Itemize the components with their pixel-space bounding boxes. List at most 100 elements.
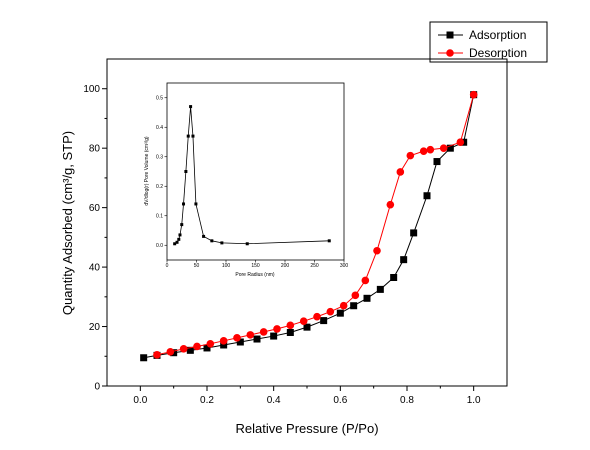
main-point-desorption (153, 350, 161, 359)
main-point-desorption (326, 307, 335, 316)
legend: Adsorption Desorption (429, 21, 548, 63)
legend-marker-adsorption (446, 31, 454, 39)
inset-y-tick-label: 0.3 (156, 155, 163, 161)
legend-label-desorption: Desorption (469, 46, 527, 60)
inset-x-tick-label: 100 (222, 263, 231, 269)
inset-y-axis-label: dV/dlog(r) Pore Volume (cm³/g) (144, 136, 150, 206)
inset-point-pore-volume (191, 134, 195, 138)
main-point-desorption (273, 325, 281, 333)
inset-point-pore-volume (327, 239, 331, 243)
main-point-adsorption (400, 256, 408, 264)
main-point-adsorption (363, 294, 371, 302)
main-point-adsorption (203, 344, 211, 352)
inset-point-pore-volume (202, 234, 206, 238)
main-point-desorption (469, 90, 478, 99)
inset-point-pore-volume (177, 237, 181, 241)
main-point-desorption (396, 168, 405, 176)
main-point-desorption (313, 312, 321, 321)
main-x-tick-label: 0.6 (333, 395, 347, 406)
main-point-desorption (166, 348, 175, 356)
main-point-desorption (386, 200, 395, 209)
main-point-desorption (439, 144, 448, 152)
main-point-adsorption (140, 354, 148, 362)
main-x-axis-label: Relative Pressure (P/Po) (235, 421, 378, 436)
main-y-tick-label: 0 (94, 382, 100, 393)
main-x-tick-label: 1.0 (467, 395, 481, 406)
legend-marker-desorption (446, 49, 454, 57)
main-y-tick-label: 80 (89, 144, 101, 155)
inset-point-pore-volume (220, 241, 224, 245)
inset-ticks: 0 50 100 150 200 250 300 0.0 0.1 0.2 0.3 0.4 0.5 (156, 96, 348, 269)
main-point-adsorption (186, 346, 194, 354)
inset-axes (166, 82, 345, 261)
inset-point-pore-volume (173, 242, 177, 246)
main-point-adsorption (410, 229, 418, 237)
main-point-desorption (406, 151, 415, 160)
main-y-tick-label: 40 (89, 263, 101, 274)
main-point-desorption (259, 328, 268, 336)
inset-y-tick-label: 0.1 (156, 214, 163, 220)
inset-x-tick-label: 0 (166, 263, 169, 269)
main-point-desorption (179, 345, 188, 353)
main-x-tick-label: 0.2 (200, 395, 214, 406)
main-point-desorption (351, 291, 360, 300)
main-series (140, 90, 478, 362)
main-point-adsorption (390, 273, 398, 281)
inset-point-pore-volume (182, 202, 186, 206)
main-point-adsorption (253, 335, 261, 343)
inset-point-pore-volume (186, 134, 190, 138)
inset-point-pore-volume (245, 242, 249, 246)
inset-x-axis-label: Pore Radius (nm) (235, 272, 275, 278)
main-point-adsorption (220, 341, 228, 349)
main-point-adsorption (320, 317, 328, 325)
main-point-desorption (206, 339, 215, 348)
main-point-adsorption (423, 192, 431, 200)
inset-point-pore-volume (194, 202, 198, 206)
main-y-tick-label: 20 (89, 322, 101, 333)
inset-point-pore-volume (189, 105, 193, 109)
main-y-axis-label: Quantity Adsorbed (cm³/g, STP) (60, 131, 75, 315)
main-point-adsorption (446, 144, 454, 152)
inset-x-tick-label: 250 (310, 263, 319, 269)
legend-label-adsorption: Adsorption (469, 28, 526, 42)
inset-point-pore-volume (178, 233, 182, 237)
inset-y-tick-label: 0.4 (156, 125, 163, 131)
inset-point-pore-volume (180, 223, 184, 227)
main-point-adsorption (433, 158, 441, 166)
main-point-desorption (193, 342, 201, 351)
main-y-tick-label: 60 (89, 203, 101, 214)
inset-x-tick-label: 50 (194, 263, 200, 269)
main-x-tick-label: 0.8 (400, 395, 414, 406)
inset-x-tick-label: 150 (251, 263, 260, 269)
main-point-desorption (246, 331, 255, 339)
main-point-adsorption (336, 309, 344, 317)
inset-y-tick-label: 0.5 (156, 96, 163, 102)
main-x-tick-label: 0.4 (267, 395, 281, 406)
inset-y-tick-label: 0.0 (156, 243, 163, 249)
main-point-desorption (299, 317, 308, 325)
main-point-desorption (419, 147, 428, 155)
inset-point-pore-volume (175, 240, 179, 244)
main-x-tick-label: 0.0 (133, 395, 147, 406)
main-point-desorption (339, 301, 348, 310)
inset-x-tick-label: 200 (281, 263, 290, 269)
inset-point-pore-volume (210, 239, 214, 243)
main-point-desorption (373, 246, 381, 255)
main-point-adsorption (376, 285, 384, 293)
inset-plot-frame (166, 82, 345, 261)
main-point-desorption (219, 337, 228, 345)
main-point-desorption (286, 321, 295, 330)
main-y-tick-label: 100 (83, 84, 100, 95)
main-point-adsorption (236, 338, 244, 346)
main-point-desorption (426, 145, 435, 154)
main-point-adsorption (350, 302, 358, 310)
inset-series (173, 105, 331, 246)
inset-point-pore-volume (184, 170, 188, 173)
main-point-desorption (361, 276, 370, 285)
main-ticks: 0.0 0.2 0.4 0.6 0.8 1.0 0 20 40 60 80 100 (83, 84, 481, 406)
main-point-adsorption (303, 323, 311, 331)
inset-x-tick-label: 300 (340, 263, 349, 269)
inset-y-tick-label: 0.2 (156, 184, 163, 190)
